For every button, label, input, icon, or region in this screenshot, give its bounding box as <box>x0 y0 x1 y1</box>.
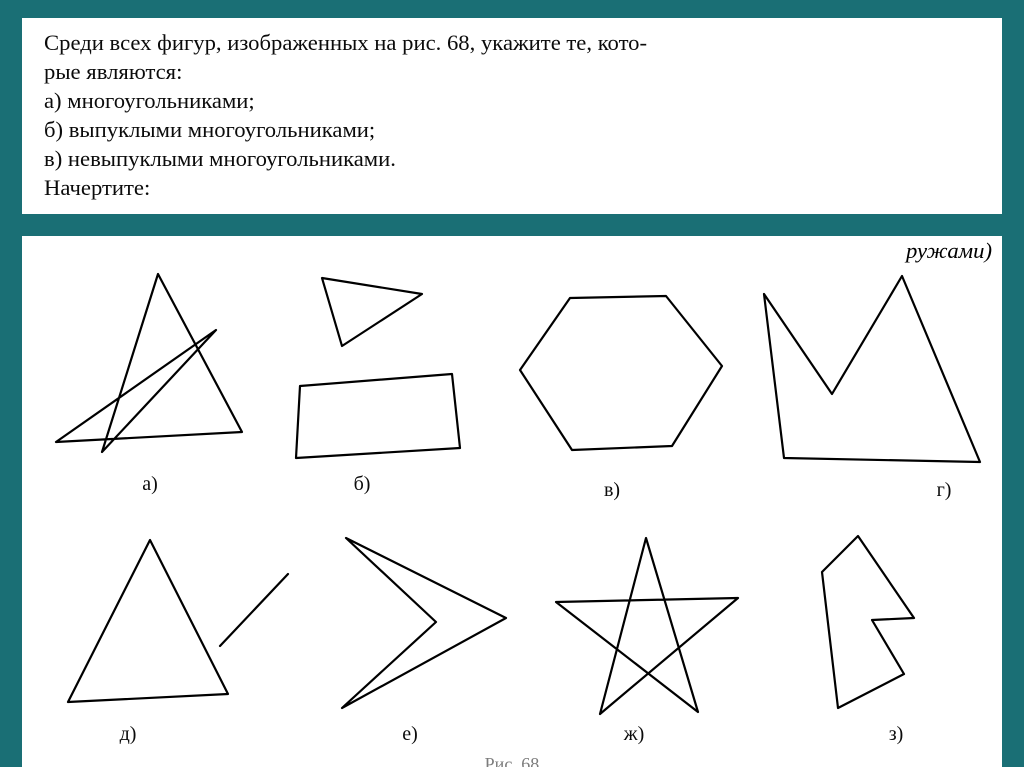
shape-z-path <box>822 536 914 708</box>
figure-card: ружами) а) б) в) г) д) е) ж) з) Рис. 68 <box>22 236 1002 767</box>
shape-e: е) <box>342 538 506 745</box>
shape-g-label: г) <box>937 479 952 501</box>
question-line-4: б) выпуклыми многоугольниками; <box>44 115 980 144</box>
shape-b: б) <box>296 278 460 495</box>
shape-e-path <box>342 538 506 708</box>
shape-b-path <box>296 374 460 458</box>
corner-text-fragment: ружами) <box>906 238 992 264</box>
figure-caption: Рис. 68 <box>32 752 992 767</box>
shape-a: а) <box>56 274 242 495</box>
shape-zh-path <box>556 538 738 714</box>
question-line-5: в) невыпуклыми многоугольниками. <box>44 144 980 173</box>
shape-e-label: е) <box>402 723 418 745</box>
question-text-card: Среди всех фигур, изображенных на рис. 6… <box>22 18 1002 214</box>
question-line-1: Среди всех фигур, изображенных на рис. 6… <box>44 28 980 57</box>
shape-a-label: а) <box>142 473 158 495</box>
question-line-6: Начертите: <box>44 173 980 202</box>
page-root: Среди всех фигур, изображенных на рис. 6… <box>0 0 1024 767</box>
shape-d: д) <box>68 540 288 745</box>
shape-d-path <box>68 540 228 702</box>
shape-b-path <box>322 278 422 346</box>
shape-d-label: д) <box>120 723 137 745</box>
shape-d-path <box>220 574 288 646</box>
shape-g-path <box>764 276 980 462</box>
shape-v: в) <box>520 296 722 501</box>
shape-a-path <box>56 274 242 452</box>
polygons-diagram: а) б) в) г) д) е) ж) з) <box>32 242 992 752</box>
shape-zh-label: ж) <box>623 723 644 745</box>
shape-v-path <box>520 296 722 450</box>
question-line-2: рые являются: <box>44 57 980 86</box>
shape-b-label: б) <box>354 473 371 495</box>
shape-zh: ж) <box>556 538 738 745</box>
question-line-3: а) многоугольниками; <box>44 86 980 115</box>
shape-z-label: з) <box>889 723 904 745</box>
shape-z: з) <box>822 536 914 745</box>
shape-v-label: в) <box>604 479 620 501</box>
shape-g: г) <box>764 276 980 501</box>
